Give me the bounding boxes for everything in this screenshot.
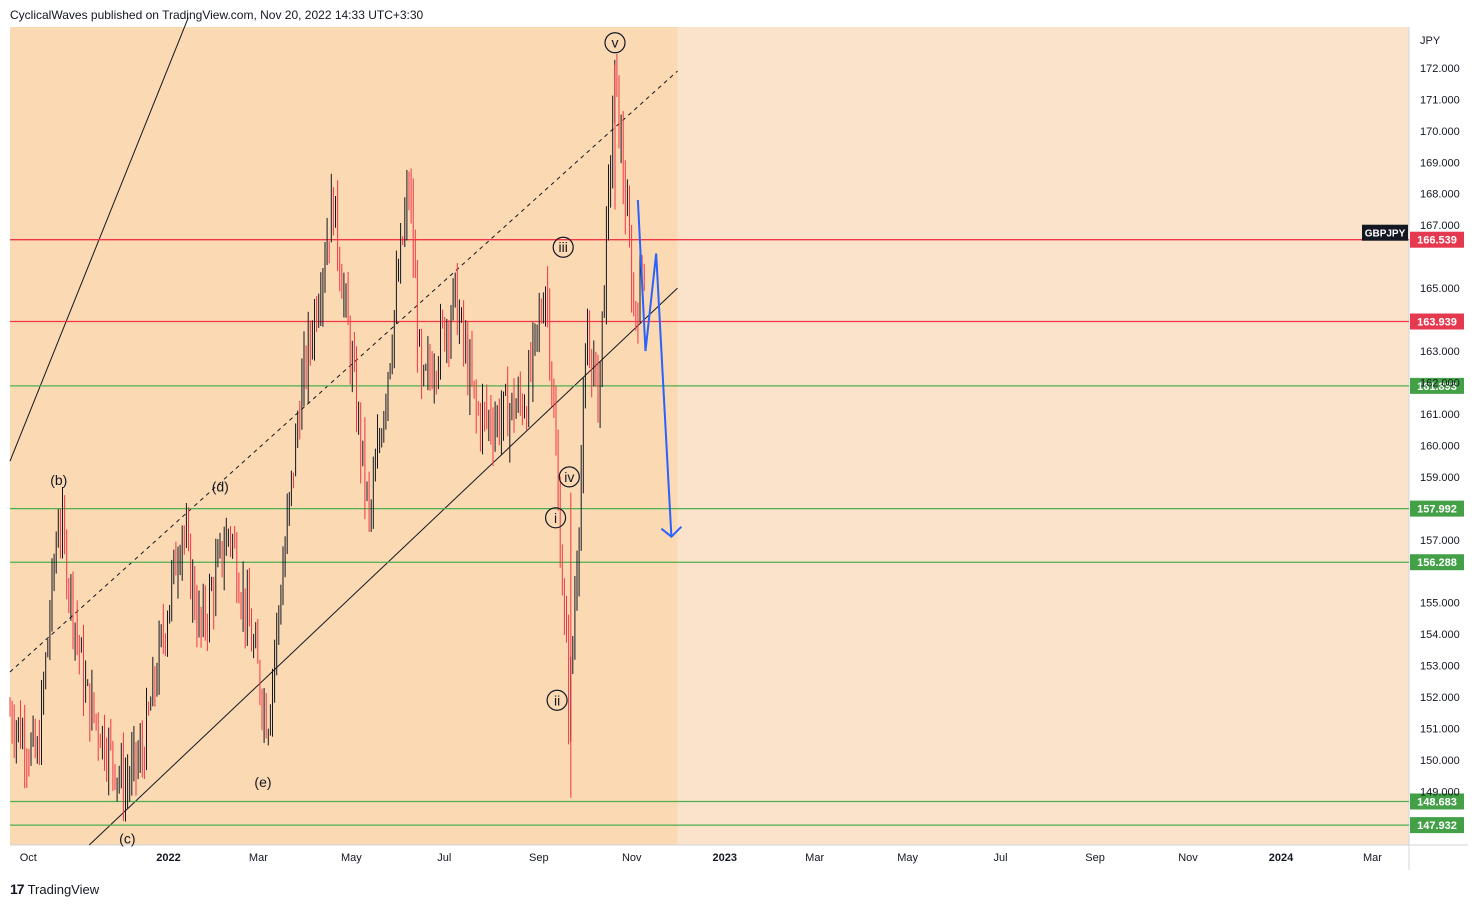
level-tag-4 (1410, 554, 1464, 571)
channel-median-line (9, 70, 678, 673)
projection-path (636, 199, 683, 539)
y-tick-7: 163.000 (1420, 346, 1460, 358)
level-tag-text-4: 156.288 (1417, 557, 1457, 569)
x-tick-3: May (341, 852, 362, 864)
time-axis: Oct 2022 Mar May Jul Sep Nov 2023 Mar May Jul Sep No… (20, 852, 1383, 864)
x-tick-1: 2022 (156, 852, 180, 864)
level-tag-1 (1410, 313, 1464, 330)
y-tick-16: 152.000 (1420, 692, 1460, 704)
x-tick-8: Mar (805, 852, 824, 864)
projection-polyline (636, 199, 673, 537)
brand-name: TradingView (27, 881, 100, 897)
y-tick-8: 162.000 (1420, 378, 1460, 390)
projection-arrowhead (660, 525, 683, 539)
chart-background (10, 27, 1468, 870)
wave-circle-7 (558, 466, 580, 488)
x-tick-13: 2024 (1269, 852, 1294, 864)
y-tick-11: 159.000 (1420, 472, 1460, 484)
level-tag-text-3: 157.992 (1417, 504, 1457, 516)
level-tag-6 (1410, 817, 1464, 834)
level-tag-2 (1410, 377, 1464, 394)
wave-label-3: (e) (254, 774, 271, 790)
channel-lower-line (88, 287, 678, 846)
wave-label-7: iv (564, 469, 574, 485)
y-tick-1: 171.000 (1420, 94, 1460, 106)
level-tag-5 (1410, 793, 1464, 810)
x-tick-4: Jul (437, 852, 451, 864)
y-tick-14: 154.000 (1420, 629, 1460, 641)
wave-label-5: ii (554, 692, 560, 708)
price-axis: JPY 172.000 171.000 170.000 169.000 168.000 16… (1420, 35, 1460, 799)
y-tick-17: 151.000 (1420, 724, 1460, 736)
wave-label-2: (d) (212, 478, 229, 494)
currency-label: JPY (1420, 35, 1441, 47)
y-tick-12: 157.000 (1420, 535, 1460, 547)
x-tick-2: Mar (249, 852, 268, 864)
x-tick-11: Sep (1085, 852, 1105, 864)
x-tick-9: May (897, 852, 918, 864)
y-tick-19: 149.000 (1420, 787, 1460, 799)
level-tag-text-0: 166.539 (1417, 235, 1457, 247)
level-tag-0 (1410, 231, 1464, 248)
level-tag-text-2: 161.893 (1417, 381, 1457, 393)
y-tick-9: 161.000 (1420, 409, 1460, 421)
wave-circle-8 (604, 32, 626, 54)
x-tick-14: Mar (1363, 852, 1382, 864)
x-tick-7: 2023 (712, 852, 736, 864)
footer[interactable]: 17 TradingView (10, 881, 99, 897)
x-tick-0: Oct (20, 852, 37, 864)
wave-label-4: i (554, 510, 557, 526)
y-tick-5: 167.000 (1420, 220, 1460, 232)
level-tag-3 (1410, 500, 1464, 517)
x-tick-5: Sep (529, 852, 549, 864)
x-tick-6: Nov (622, 852, 642, 864)
y-tick-18: 150.000 (1420, 755, 1460, 767)
wave-circle-5 (546, 689, 568, 711)
wave-circle-6 (552, 236, 574, 258)
y-tick-0: 172.000 (1420, 63, 1460, 75)
y-tick-6: 165.000 (1420, 283, 1460, 295)
wave-circle-4 (544, 507, 567, 529)
wave-label-0: (b) (50, 472, 67, 488)
symbol-tag (1362, 224, 1408, 241)
symbol-tag-text: GBPJPY (1365, 229, 1406, 240)
tradingview-logo-icon: 17 (10, 881, 25, 897)
level-tag-text-6: 147.932 (1417, 820, 1457, 832)
y-tick-2: 170.000 (1420, 126, 1460, 138)
wave-label-6: iii (559, 239, 568, 255)
level-tag-text-5: 148.683 (1417, 796, 1457, 808)
y-tick-15: 153.000 (1420, 661, 1460, 673)
y-tick-3: 169.000 (1420, 157, 1460, 169)
x-tick-12: Nov (1178, 852, 1198, 864)
y-tick-10: 160.000 (1420, 440, 1460, 452)
x-tick-10: Jul (994, 852, 1008, 864)
channel-zone (10, 27, 678, 845)
y-tick-13: 155.000 (1420, 598, 1460, 610)
wave-label-8: v (612, 35, 619, 51)
wave-label-1: (c) (119, 831, 135, 847)
publisher-line: CyclicalWaves published on TradingView.c… (10, 8, 424, 22)
candles (9, 53, 645, 822)
y-tick-4: 168.000 (1420, 189, 1460, 201)
horizontal-levels: 166.539 163.939 161.893 157.992 156.288 148.6… (10, 224, 1464, 834)
level-tag-text-1: 163.939 (1417, 317, 1457, 329)
